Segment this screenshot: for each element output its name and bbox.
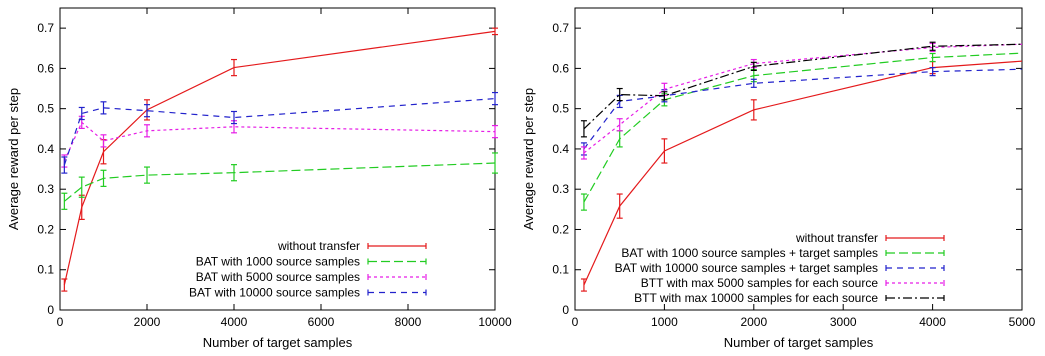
- x-tick-label: 4000: [919, 315, 946, 329]
- y-tick-label: 0.2: [37, 222, 54, 236]
- x-tick-label: 4000: [221, 315, 248, 329]
- legend-label: BAT with 10000 source samples + target s…: [615, 261, 878, 275]
- y-tick-label: 0: [562, 303, 569, 317]
- series-2: [61, 152, 498, 210]
- legend-label: without transfer: [795, 231, 878, 245]
- y-axis-label: Average reward per step: [521, 88, 536, 230]
- legend-label: BTT with max 5000 samples for each sourc…: [641, 276, 879, 290]
- series-line: [63, 121, 496, 162]
- x-tick-label: 10000: [478, 315, 512, 329]
- series-3: [580, 66, 1023, 156]
- y-tick-label: 0.1: [552, 263, 569, 277]
- x-tick-label: 3000: [830, 315, 857, 329]
- y-tick-label: 0.6: [552, 61, 569, 75]
- y-tick-label: 0.4: [37, 142, 54, 156]
- x-axis-label: Number of target samples: [724, 335, 874, 350]
- legend-label: BAT with 10000 source samples: [189, 286, 360, 300]
- series-line: [583, 43, 1023, 154]
- y-tick-label: 0.7: [37, 21, 54, 35]
- y-axis-label: Average reward per step: [6, 88, 21, 230]
- y-tick-label: 0.7: [552, 21, 569, 35]
- legend-label: BAT with 1000 source samples + target sa…: [621, 246, 878, 260]
- x-tick-label: 0: [572, 315, 579, 329]
- x-tick-label: 8000: [395, 315, 422, 329]
- y-tick-label: 0.1: [37, 263, 54, 277]
- series-line: [583, 68, 1023, 150]
- plot-frame: [574, 7, 1023, 311]
- x-tick-label: 1000: [651, 315, 678, 329]
- series-3: [61, 115, 498, 168]
- y-tick-label: 0.4: [552, 142, 569, 156]
- series-line: [63, 162, 496, 202]
- x-tick-label: 2000: [740, 315, 767, 329]
- series-line: [63, 30, 496, 286]
- series-line: [63, 98, 496, 166]
- y-tick-label: 0.5: [552, 102, 569, 116]
- x-axis-label: Number of target samples: [203, 335, 353, 350]
- legend-label: without transfer: [277, 239, 360, 253]
- chart-2: 0 0.1 0.2 0.3 0.4 0.5 0.6 0.7 0 1000 2000 3000 4000 5…: [521, 7, 1036, 350]
- x-tick-label: 5000: [1009, 315, 1036, 329]
- legend: without transfer BAT with 1000 source sam…: [189, 239, 427, 300]
- series-5: [580, 41, 1023, 138]
- y-tick-label: 0.6: [37, 61, 54, 75]
- legend-label: BTT with max 10000 samples for each sour…: [634, 291, 878, 305]
- series-line: [583, 43, 1023, 130]
- y-tick-label: 0.5: [37, 102, 54, 116]
- y-tick-label: 0: [47, 303, 54, 317]
- series-1: [580, 60, 1023, 292]
- series-line: [583, 52, 1023, 203]
- legend-label: BAT with 1000 source samples: [196, 255, 360, 269]
- y-tick-label: 0.3: [37, 182, 54, 196]
- y-tick-label: 0.3: [552, 182, 569, 196]
- x-tick-label: 0: [57, 315, 64, 329]
- x-tick-label: 6000: [308, 315, 335, 329]
- legend-label: BAT with 5000 source samples: [196, 270, 360, 284]
- series-4: [61, 91, 498, 174]
- series-2: [580, 52, 1023, 211]
- series-line: [583, 60, 1023, 286]
- chart-1: 0 0.1 0.2 0.3 0.4 0.5 0.6 0.7 0 2000 4000 6000 8000 1…: [6, 7, 512, 350]
- x-tick-label: 2000: [134, 315, 161, 329]
- y-tick-label: 0.2: [552, 222, 569, 236]
- series-4: [580, 42, 1023, 160]
